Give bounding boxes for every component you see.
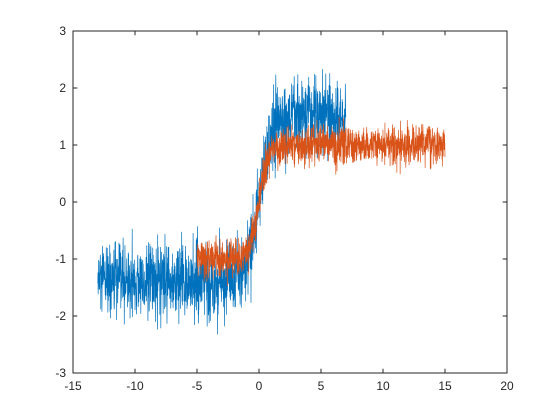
y-tick-label: -1 [55, 252, 66, 266]
x-tick-label: 20 [500, 379, 514, 393]
x-tick-label: 10 [376, 379, 390, 393]
y-tick-label: -3 [55, 366, 66, 380]
axes-box [72, 30, 508, 374]
x-tick-label: -5 [192, 379, 203, 393]
x-tick-label: -15 [64, 379, 82, 393]
y-tick-label: -2 [55, 309, 66, 323]
y-tick-label: 1 [59, 138, 66, 152]
x-tick-label: 15 [438, 379, 452, 393]
y-tick-label: 0 [59, 195, 66, 209]
series-line-2 [196, 116, 446, 287]
x-tick-label: 5 [318, 379, 325, 393]
x-tick-label: 0 [256, 379, 263, 393]
series-layer [97, 68, 446, 335]
y-tick-label: 2 [59, 81, 66, 95]
y-tick-label: 3 [59, 24, 66, 38]
x-tick-label: -10 [126, 379, 144, 393]
series-line-1 [97, 68, 347, 335]
